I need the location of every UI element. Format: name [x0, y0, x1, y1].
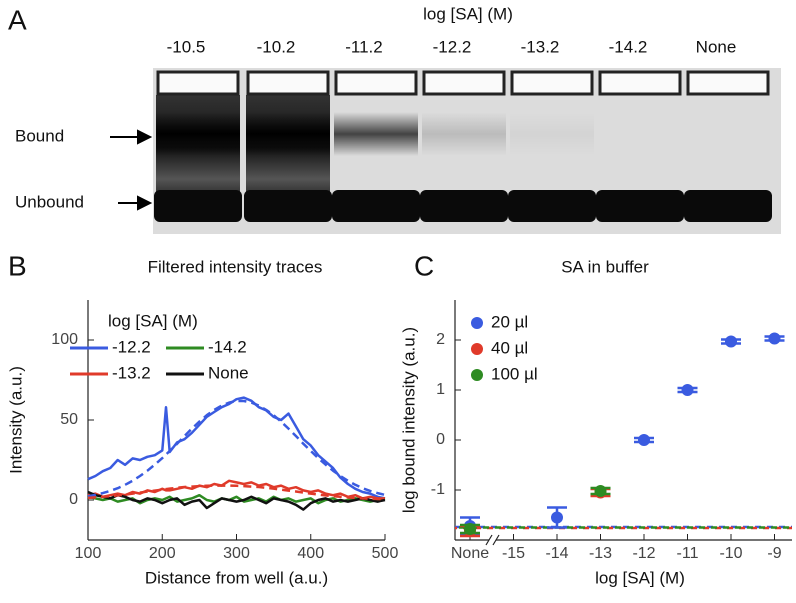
legend-label: -14.2	[208, 337, 247, 356]
legend-swatch	[471, 317, 483, 329]
arrows	[110, 129, 153, 211]
lane-label: -13.2	[521, 37, 560, 56]
y-axis-label: Intensity (a.u.)	[6, 366, 25, 474]
y-tick-label: 50	[60, 411, 78, 428]
legend-swatch	[471, 343, 483, 355]
chart-title: SA in buffer	[561, 257, 649, 276]
panel-label: A	[8, 4, 27, 35]
well	[246, 70, 330, 96]
x-axis-label: Distance from well (a.u.)	[145, 568, 328, 587]
legend-swatch	[471, 369, 483, 381]
point	[768, 332, 781, 345]
chart-title: Filtered intensity traces	[148, 257, 323, 276]
lane-label: -14.2	[609, 37, 648, 56]
legend-label: 20 µl	[491, 312, 528, 331]
panel-label: B	[8, 250, 27, 281]
y-tick-label: 1	[436, 381, 445, 398]
x-tick-label: 300	[223, 545, 250, 562]
y-tick-label: 0	[69, 491, 78, 508]
unbound-band	[420, 190, 508, 222]
trace	[87, 479, 385, 500]
unbound-band	[508, 190, 596, 222]
y-tick-label: 2	[436, 331, 445, 348]
x-tick-label: 400	[297, 545, 324, 562]
legend-label: None	[208, 363, 249, 382]
bound-band	[156, 112, 240, 156]
bound-band	[246, 112, 330, 156]
axis-break	[485, 534, 493, 546]
band-label: Bound	[15, 126, 64, 145]
x-tick-label: -13	[589, 545, 612, 562]
x-tick-label: -9	[767, 545, 781, 562]
x-tick-label: 100	[75, 545, 102, 562]
legend-label: 40 µl	[491, 338, 528, 357]
unbound-band	[596, 190, 684, 222]
well	[422, 70, 506, 96]
x-tick-label: -10	[719, 545, 742, 562]
y-tick-label: -1	[431, 481, 445, 498]
bound-band	[334, 112, 418, 156]
y-tick-label: 0	[436, 431, 445, 448]
unbound-band	[684, 190, 772, 222]
point	[681, 384, 694, 396]
point	[551, 511, 563, 524]
legend-label: -13.2	[112, 363, 151, 382]
bound-band	[510, 112, 594, 156]
x-axis-label: log [SA] (M)	[595, 568, 685, 587]
x-tick-label: 500	[372, 545, 399, 562]
well	[156, 70, 240, 96]
unbound-band	[244, 190, 332, 222]
lane-label: -10.5	[167, 37, 206, 56]
point	[464, 523, 476, 535]
well	[598, 70, 682, 96]
lane-label: -11.2	[345, 37, 383, 56]
fit-curve	[87, 484, 386, 501]
panel-label: C	[414, 250, 434, 281]
lane-label: -12.2	[433, 37, 472, 56]
y-axis-label: log bound intensity (a.u.)	[399, 327, 418, 513]
unbound-band	[154, 190, 242, 222]
unbound-band	[332, 190, 420, 222]
well	[334, 70, 418, 96]
point	[725, 335, 737, 348]
gel-title: log [SA] (M)	[423, 4, 513, 23]
bound-band	[422, 112, 506, 156]
x-tick-label: 200	[149, 545, 176, 562]
point	[638, 434, 650, 446]
well	[686, 70, 770, 96]
trace	[87, 490, 386, 511]
x-tick-label: -15	[502, 545, 525, 562]
band-label: Unbound	[15, 192, 84, 211]
legend-label: 100 µl	[491, 364, 538, 383]
x-tick-label: -11	[677, 545, 699, 562]
x-tick-label: -12	[632, 545, 655, 562]
axis-break	[492, 534, 500, 546]
x-tick-label: None	[451, 545, 489, 562]
point	[594, 485, 607, 497]
legend-title: log [SA] (M)	[108, 311, 198, 330]
fit-curve	[87, 399, 386, 498]
y-tick-label: 100	[51, 331, 78, 348]
lane-label: None	[696, 37, 737, 56]
legend-label: -12.2	[112, 337, 151, 356]
gel-image	[153, 68, 781, 234]
lane-label: -10.2	[257, 37, 296, 56]
well	[510, 70, 594, 96]
x-tick-label: -14	[545, 545, 568, 562]
